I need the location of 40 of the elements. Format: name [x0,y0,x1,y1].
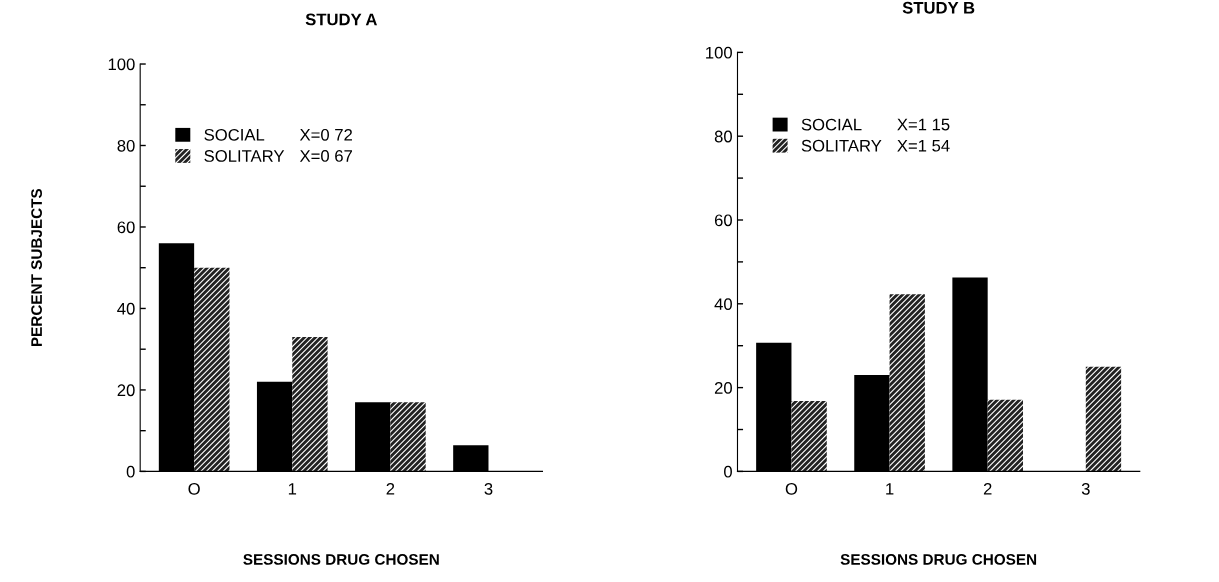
y-tick-label: 20 [714,382,732,394]
annotation: X=0 72 [299,128,352,141]
x-tick-label: 3 [1081,482,1090,495]
x-tick-label: 3 [484,482,493,495]
annotation: X=0 67 [299,150,352,162]
y-tick-label: 80 [117,139,135,152]
y-tick-label: 40 [714,298,732,311]
y-tick-label: 40 [117,302,135,315]
legend-label: SOCIAL [801,118,862,131]
y-tick-label: 60 [714,214,732,227]
chart-title: STUDY A [305,13,377,26]
legend-label: SOLITARY [204,150,285,162]
x-axis-title: SESSIONS DRUG CHOSEN [243,554,439,565]
y-tick-label: 0 [126,465,135,478]
x-tick-label: 2 [386,482,395,495]
x-axis-title: SESSIONS DRUG CHOSEN [840,554,1037,565]
y-tick-label: 0 [724,465,732,478]
bar [194,267,230,472]
y-tick-label: 80 [714,130,732,143]
x-tick-label: 1 [886,483,894,495]
y-tick-label: 60 [117,221,135,234]
y-axis-title: PERCENT SUBJECTS [31,188,42,347]
bar [987,399,1024,472]
bar [292,336,328,472]
x-tick-label: 1 [288,483,297,495]
y-tick-label: 100 [108,58,135,71]
bar [390,402,426,472]
bar [889,294,925,472]
legend-label: SOCIAL [204,128,265,141]
y-tick-label: 20 [117,384,135,397]
bar [1085,366,1122,472]
bar [791,401,827,472]
x-tick-label: O [785,482,798,495]
annotation: X=1 15 [897,118,950,131]
chart-title: STUDY B [902,1,975,14]
y-tick-label: 100 [706,46,732,59]
x-tick-label: 2 [983,482,992,495]
x-tick-label: O [188,482,200,495]
legend-label: SOLITARY [801,139,882,152]
annotation: X=1 54 [897,139,950,152]
